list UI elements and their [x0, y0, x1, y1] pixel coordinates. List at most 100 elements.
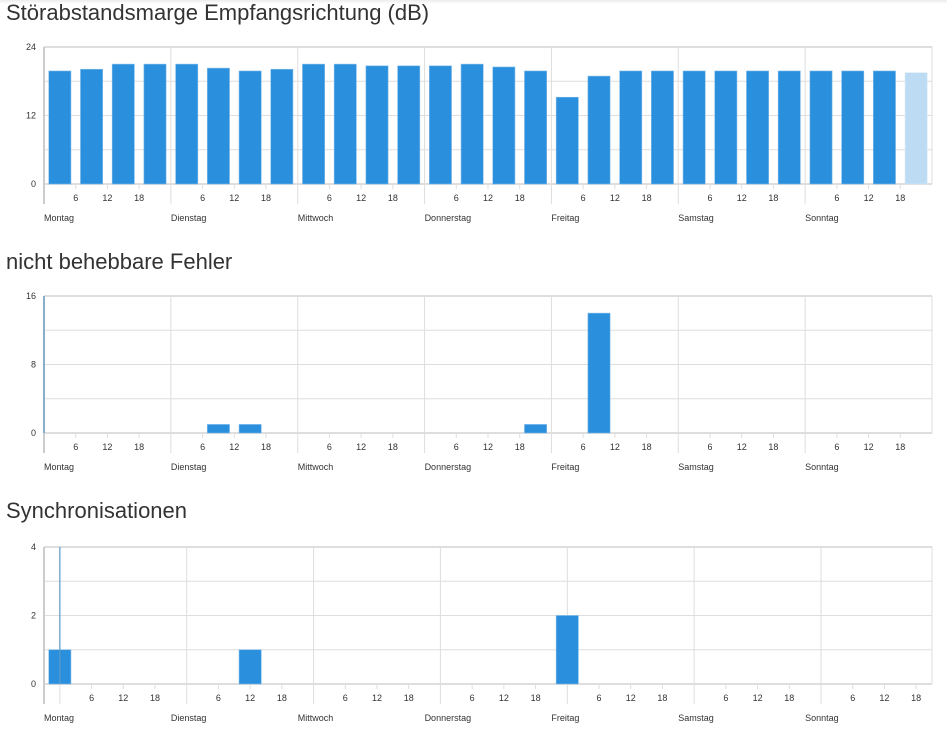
- hour-tick-label: 12: [229, 193, 239, 203]
- day-label: Samstag: [678, 713, 714, 723]
- hour-tick-label: 6: [200, 193, 205, 203]
- hour-tick-label: 18: [515, 193, 525, 203]
- bar: [619, 70, 643, 185]
- chart-title-errors: nicht behebbare Fehler: [6, 249, 233, 274]
- hour-tick-label: 12: [118, 693, 128, 703]
- bar: [207, 67, 230, 185]
- hour-tick-label: 12: [737, 193, 747, 203]
- hour-tick-label: 18: [261, 442, 271, 452]
- bar: [777, 70, 801, 185]
- hour-tick-label: 18: [277, 693, 287, 703]
- hour-tick-label: 18: [768, 193, 778, 203]
- hour-tick-label: 6: [343, 693, 348, 703]
- day-label: Sonntag: [805, 713, 839, 723]
- day-label: Montag: [44, 713, 74, 723]
- bar: [365, 65, 389, 185]
- hour-tick-label: 18: [531, 693, 541, 703]
- day-label: Dienstag: [171, 213, 207, 223]
- hour-tick-label: 18: [261, 193, 271, 203]
- day-label: Donnerstag: [425, 213, 472, 223]
- day-label: Donnerstag: [425, 462, 472, 472]
- bar: [207, 424, 230, 434]
- day-label: Montag: [44, 462, 74, 472]
- chart-title-snr: Störabstandsmarge Empfangsrichtung (dB): [6, 0, 430, 25]
- hour-tick-label: 18: [895, 193, 905, 203]
- hour-tick-label: 18: [784, 693, 794, 703]
- bar: [333, 63, 357, 185]
- bar: [238, 424, 262, 434]
- hour-tick-label: 18: [642, 442, 652, 452]
- day-label: Samstag: [678, 213, 714, 223]
- hour-tick-label: 12: [483, 442, 493, 452]
- hour-tick-label: 12: [737, 442, 747, 452]
- hour-tick-label: 12: [245, 693, 255, 703]
- chart-title-sync: Synchronisationen: [6, 498, 188, 523]
- hour-tick-label: 6: [707, 442, 712, 452]
- hour-tick-label: 6: [454, 442, 459, 452]
- hour-tick-label: 6: [581, 442, 586, 452]
- hour-tick-label: 18: [911, 693, 921, 703]
- day-label: Sonntag: [805, 462, 839, 472]
- bar: [111, 63, 135, 185]
- day-label: Mittwoch: [298, 462, 334, 472]
- bar: [48, 70, 72, 185]
- bar: [682, 70, 706, 185]
- hour-tick-label: 18: [134, 193, 144, 203]
- chart-errors: 0 8 16 6 12 18 6 12 18 6 12 18 6 12 18 6 12 18 6 12 18 6 12 18 M…: [26, 291, 933, 472]
- bar: [841, 70, 865, 185]
- bar: [397, 65, 421, 185]
- hour-tick-label: 12: [879, 693, 889, 703]
- bar: [429, 65, 452, 185]
- hour-tick-label: 18: [768, 442, 778, 452]
- hour-tick-label: 6: [89, 693, 94, 703]
- hour-tick-label: 6: [216, 693, 221, 703]
- hour-tick-label: 18: [895, 442, 905, 452]
- hour-tick-label: 12: [356, 442, 366, 452]
- hour-tick-label: 12: [864, 442, 874, 452]
- bar: [651, 70, 674, 185]
- bar: [555, 96, 579, 185]
- day-label: Freitag: [551, 213, 579, 223]
- hour-tick-label: 6: [327, 442, 332, 452]
- hour-tick-label: 6: [723, 693, 728, 703]
- top-shadow: [0, 0, 947, 4]
- hour-tick-label: 12: [610, 442, 620, 452]
- hour-tick-label: 18: [150, 693, 160, 703]
- bar: [238, 649, 262, 685]
- hour-tick-label: 6: [596, 693, 601, 703]
- bar: [143, 63, 167, 185]
- bar: [746, 70, 769, 185]
- y-tick-label: 12: [26, 111, 36, 121]
- bar: [714, 70, 738, 185]
- hour-tick-label: 12: [626, 693, 636, 703]
- bar: [270, 68, 294, 185]
- bar: [873, 70, 896, 185]
- day-label: Donnerstag: [425, 713, 472, 723]
- hour-tick-label: 18: [388, 193, 398, 203]
- hour-tick-label: 6: [834, 442, 839, 452]
- day-label: Freitag: [551, 462, 579, 472]
- day-label: Freitag: [551, 713, 579, 723]
- hour-tick-label: 18: [642, 193, 652, 203]
- bar: [809, 70, 833, 185]
- hour-tick-label: 12: [229, 442, 239, 452]
- bar: [524, 70, 547, 185]
- y-tick-label: 8: [31, 360, 36, 370]
- bar: [238, 70, 262, 185]
- y-tick-label: 16: [26, 291, 36, 301]
- hour-tick-label: 12: [753, 693, 763, 703]
- y-tick-label: 0: [31, 179, 36, 189]
- bar: [492, 66, 516, 185]
- hour-tick-label: 6: [454, 193, 459, 203]
- hour-tick-label: 18: [134, 442, 144, 452]
- day-label: Montag: [44, 213, 74, 223]
- hour-tick-label: 6: [73, 442, 78, 452]
- y-tick-label: 4: [31, 542, 36, 552]
- day-label: Samstag: [678, 462, 714, 472]
- hour-tick-label: 6: [834, 193, 839, 203]
- bar: [904, 72, 928, 185]
- chart-sync: 0 2 4 6 12 18 6 12 18 6 12 18 6 12 18 6 12 18 6 12 18 6 12 18 Mo…: [31, 542, 933, 723]
- day-label: Dienstag: [171, 713, 207, 723]
- bar: [302, 63, 325, 185]
- hour-tick-label: 6: [200, 442, 205, 452]
